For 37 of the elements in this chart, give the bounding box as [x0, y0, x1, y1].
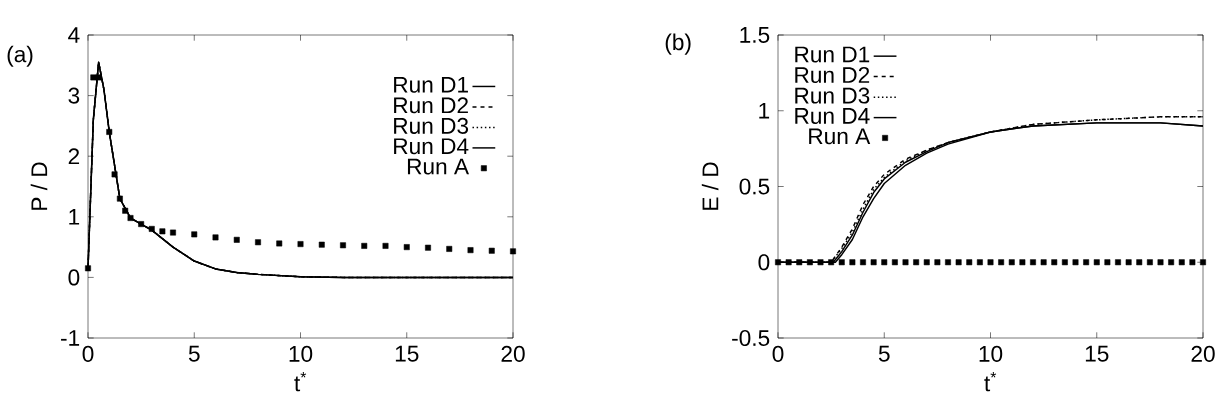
legend-label: Run D2 — [795, 66, 870, 84]
y-tick-label: 0 — [68, 269, 80, 286]
text: (a) — [7, 45, 33, 67]
y-tick-label: 4 — [68, 27, 80, 43]
y-tick-label: -0.5 — [732, 329, 770, 347]
y-tick-label: 0.5 — [739, 178, 770, 195]
x-tick-label: 15 — [1085, 345, 1109, 362]
x-tick-label: 5 — [188, 345, 200, 362]
legend-label: Run D2 — [394, 97, 468, 114]
y-tick-label: 1 — [759, 102, 770, 119]
x-tick-label: 15 — [395, 345, 419, 362]
x-tick-label: 10 — [289, 345, 313, 362]
legend-label: Run D1 — [394, 76, 468, 93]
x-axis-title: t$^{*}$ — [984, 371, 997, 392]
legend-label: Run D3 — [394, 117, 469, 134]
text: (b) — [665, 33, 691, 55]
x-tick-label: 10 — [979, 345, 1003, 362]
legend-label: Run D4 — [394, 138, 469, 155]
y-tick-label: 0 — [758, 254, 770, 271]
legend-label: Run D3 — [795, 87, 870, 104]
y-tick-label: 1 — [69, 209, 80, 225]
y-tick-label: 1.5 — [740, 27, 770, 43]
y-axis-title: P / D — [30, 162, 48, 210]
legend-label: Run A — [809, 128, 871, 145]
y-tick-label: 3 — [68, 87, 80, 104]
legend-label: Run D1 — [795, 46, 870, 63]
y-tick-label: -1 — [61, 330, 80, 346]
y-axis-title: E / D — [701, 162, 719, 210]
x-tick-label: 20 — [1191, 345, 1215, 362]
x-tick-label: 0 — [82, 345, 94, 362]
x-tick-label: 0 — [772, 345, 784, 362]
legend-label: Run A — [407, 158, 470, 175]
x-tick-label: 20 — [501, 345, 525, 362]
x-tick-label: 5 — [878, 345, 890, 362]
y-tick-label: 2 — [68, 148, 80, 165]
x-axis-title: t$^{*}$ — [294, 371, 307, 392]
legend-label: Run D4 — [795, 108, 870, 124]
